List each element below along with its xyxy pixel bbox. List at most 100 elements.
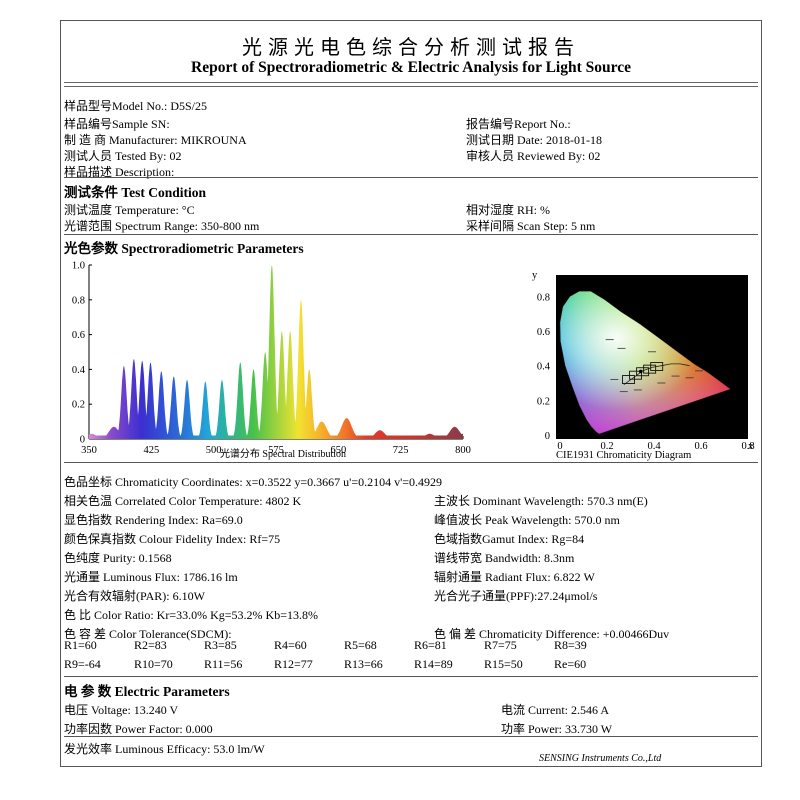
r-value: R7=75 [484,638,517,652]
r-value: R6=81 [414,638,447,652]
y-axis-label: y [532,270,538,281]
r-value: R4=60 [274,638,307,652]
tolerance-box [650,362,664,371]
divider [64,234,758,235]
sample-description: 样品描述 Description: [64,165,175,179]
r-value: R11=56 [204,657,243,671]
purity: 色纯度 Purity: 0.1568 [64,551,172,565]
x-tick-label: 725 [393,445,409,456]
r-value: Re=60 [554,657,587,671]
radiant-flux: 辐射通量 Radiant Flux: 6.822 W [434,570,595,584]
r-value: R8=39 [554,638,587,652]
x-tick-label: 0.6 [694,441,707,452]
current: 电流 Current: 2.546 A [501,703,609,717]
color-ratio: 色 比 Color Ratio: Kr=33.0% Kg=53.2% Kb=13… [64,608,318,622]
footer-company: SENSING Instruments Co.,Ltd [539,753,662,764]
x-tick-label: 350 [81,445,97,456]
x-tick-label: 0.8 [741,441,754,452]
reviewed-by: 审核人员 Reviewed By: 02 [466,149,601,163]
x-tick-label: 650 [330,445,346,456]
scan-step: 采样间隔 Scan Step: 5 nm [466,219,596,233]
divider [64,177,758,178]
power-factor: 功率因数 Power Factor: 0.000 [64,722,213,736]
divider [64,676,758,677]
gamut-index: 色域指数Gamut Index: Rg=84 [434,532,585,546]
x-tick-label: 800 [455,445,471,456]
y-tick-label: 0 [80,435,85,446]
temperature: 测试温度 Temperature: °C [64,203,195,217]
divider [64,736,758,737]
rendering-index: 显色指数 Rendering Index: Ra=69.0 [64,513,243,527]
r-value: R9=-64 [64,657,101,671]
tested-by: 测试人员 Tested By: 02 [64,149,182,163]
test-date: 测试日期 Date: 2018-01-18 [466,133,602,147]
y-tick-label: 0.4 [72,365,86,376]
x-tick-label: 0.4 [647,441,661,452]
tolerance-box [636,367,650,377]
r-value: R3=85 [204,638,237,652]
chromaticity-point [638,369,643,374]
cct: 相关色温 Correlated Color Temperature: 4802 … [64,494,302,508]
tolerance-box [629,370,643,380]
y-tick-label: 0.8 [537,292,550,303]
x-tick-label: 575 [268,445,284,456]
chromaticity-difference: 色 偏 差 Chromaticity Difference: +0.00466D… [434,627,670,641]
x-tick-label: 500 [206,445,222,456]
x-axis-label: x [748,441,754,452]
r-value: R10=70 [134,657,173,671]
ppf: 光合光子通量(PPF):27.24μmol/s [434,589,598,603]
humidity: 相对湿度 RH: % [466,203,551,217]
y-tick-label: 0.4 [537,362,551,373]
divider [64,462,758,463]
y-tick-label: 0.6 [537,327,550,338]
sample-sn: 样品编号Sample SN: [64,117,170,131]
r-values-row-1: R1=60 R2=83 R3=85 R4=60 R5=68 R6=81 R7=75 R8=39 [64,638,624,654]
cie-chromaticity-diagram: y00.20.40.60.80 0.2 0.4 0.6 0.8x CIE1931 Chr… [532,270,755,461]
tolerance-box [643,364,657,374]
color-tolerance: 色 容 差 Color Tolerance(SDCM): [64,627,232,641]
y-tick-label: 0 [545,431,550,442]
report-frame: 光源光电色综合分析测试报告 Report of Spectroradiometr… [60,20,762,767]
r-value: R12=77 [274,657,313,671]
r-value: R14=89 [414,657,453,671]
test-condition-heading: 测试条件 Test Condition [64,185,207,200]
spectral-locus [559,290,732,435]
report-title-en: Report of Spectroradiometric & Electric … [191,59,631,76]
y-tick-label: 0.2 [537,396,550,407]
r-value: R1=60 [64,638,97,652]
r-values-row-2: R9=-64 R10=70 R11=56 R12=77 R13=66 R14=89 R15=… [64,657,624,673]
r-value: R13=66 [344,657,383,671]
spectrum-caption: 光谱分布 Spectral Distribution [220,447,346,460]
spectral-distribution-chart: 0 0.2 0.4 0.6 0.8 1.0 350 425 500 575 650 725 800 光谱… [72,261,471,461]
electric-heading: 电 参 数 Electric Parameters [64,684,230,699]
peak-wavelength: 峰值波长 Peak Wavelength: 570.0 nm [434,513,620,527]
cie-caption: CIE1931 Chromaticity Diagram [556,450,691,461]
report-title-cn: 光源光电色综合分析测试报告 [242,35,580,59]
spectrum-area [89,265,463,439]
fidelity-index: 颜色保真指数 Colour Fidelity Index: Rf=75 [64,532,281,546]
y-tick-label: 0.6 [72,330,85,341]
y-tick-label: 0.2 [72,400,85,411]
spectro-heading: 光色参数 Spectroradiometric Parameters [64,241,304,256]
bandwidth: 谱线带宽 Bandwidth: 8.3nm [434,551,575,565]
power: 功率 Power: 33.730 W [501,722,613,736]
x-tick-label: 0.2 [600,441,613,452]
par: 光合有效辐射(PAR): 6.10W [64,589,205,603]
y-tick-label: 0.8 [72,295,85,306]
report-no: 报告编号Report No.: [466,117,571,131]
chromaticity-coordinates: 色品坐标 Chromaticity Coordinates: x=0.3522 … [64,475,443,489]
r-value: R2=83 [134,638,167,652]
y-tick-label: 1.0 [72,261,85,272]
dominant-wavelength: 主波长 Dominant Wavelength: 570.3 nm(E) [434,494,648,508]
luminous-efficacy: 发光效率 Luminous Efficacy: 53.0 lm/W [64,742,265,756]
model-no: 样品型号Model No.: D5S/25 [64,99,208,113]
x-tick-label: 0 [557,441,562,452]
luminous-flux: 光通量 Luminous Flux: 1786.16 lm [64,570,238,584]
manufacturer: 制 造 商 Manufacturer: MIKROUNA [64,133,247,147]
voltage: 电压 Voltage: 13.240 V [64,703,179,717]
title-divider [64,82,758,87]
gamut-white [559,291,731,435]
x-tick-label: 425 [143,445,159,456]
r-value: R5=68 [344,638,377,652]
spectrum-range: 光谱范围 Spectrum Range: 350-800 nm [64,219,260,233]
